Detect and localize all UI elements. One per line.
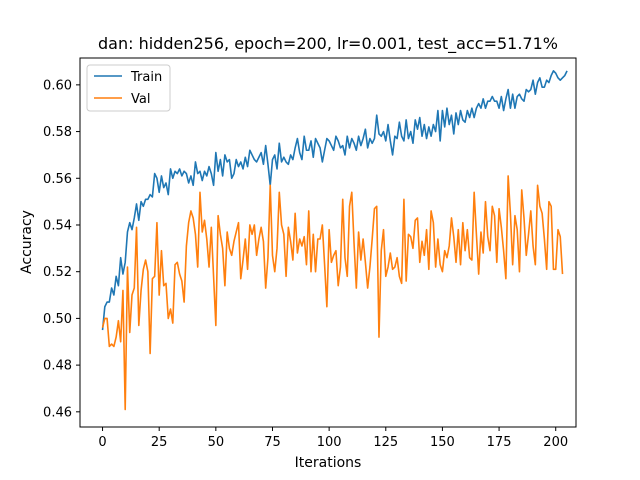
y-tick-label: 0.46 <box>43 405 72 420</box>
y-tick-label: 0.48 <box>43 359 72 374</box>
x-tick-label: 150 <box>430 435 455 450</box>
x-tick-label: 125 <box>373 435 398 450</box>
x-tick-label: 0 <box>98 435 106 450</box>
x-tick-label: 50 <box>208 435 225 450</box>
series-line-train <box>101 70 568 331</box>
x-tick-label: 100 <box>317 435 342 450</box>
y-tick-label: 0.52 <box>43 265 72 280</box>
y-tick-label: 0.56 <box>43 172 72 187</box>
legend: Train Val <box>86 64 171 112</box>
x-axis-label: Iterations <box>295 455 362 471</box>
plot-frame <box>79 57 577 428</box>
series-layer <box>101 70 568 411</box>
legend-label-train: Train <box>130 70 162 85</box>
y-tick-label: 0.50 <box>43 312 72 327</box>
x-axis-ticks: 0 25 50 75 100 125 150 175 200 <box>98 427 568 450</box>
series-line-val <box>101 175 564 411</box>
x-tick-label: 25 <box>151 435 168 450</box>
chart-title: dan: hidden256, epoch=200, lr=0.001, tes… <box>98 34 558 54</box>
y-tick-label: 0.60 <box>43 78 72 93</box>
legend-label-val: Val <box>131 92 150 107</box>
y-axis-ticks: 0.46 0.48 0.50 0.52 0.54 0.56 0.58 0.60 <box>43 78 80 420</box>
y-axis-label: Accuracy <box>19 210 35 274</box>
x-tick-label: 200 <box>543 435 568 450</box>
y-tick-label: 0.54 <box>43 218 72 233</box>
y-tick-label: 0.58 <box>43 125 72 140</box>
x-tick-label: 175 <box>487 435 512 450</box>
x-tick-label: 75 <box>264 435 281 450</box>
